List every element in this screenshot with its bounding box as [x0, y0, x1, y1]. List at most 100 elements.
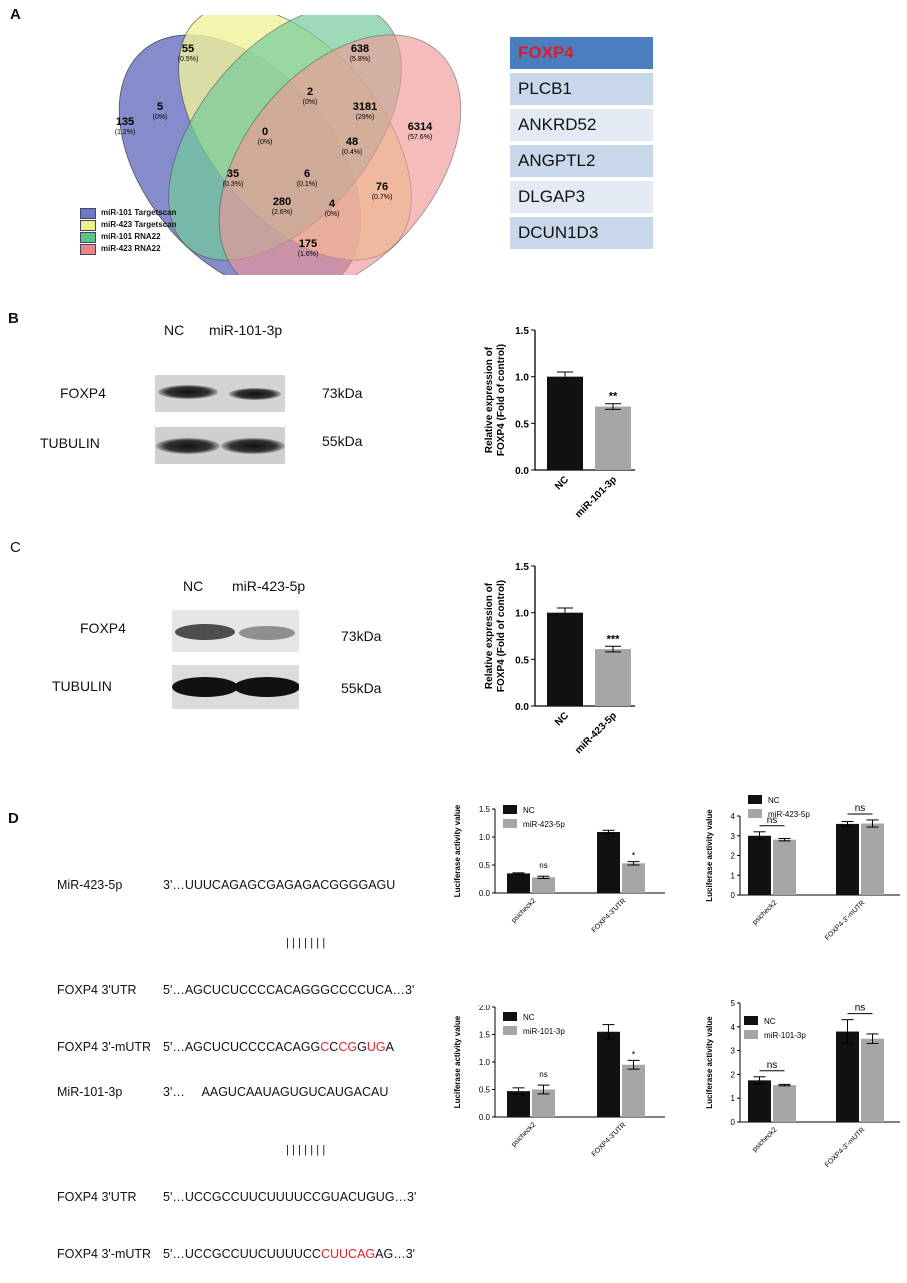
venn-count: 280 — [273, 196, 291, 208]
y-axis-label: Relative expression ofFOXP4 (Fold of con… — [484, 344, 507, 456]
venn-count: 48 — [346, 136, 358, 148]
y-tick-label: 1.5 — [479, 1031, 491, 1040]
venn-percent: (0.5%) — [178, 56, 199, 63]
y-tick-label: 0 — [731, 1118, 736, 1127]
venn-percent: (0%) — [303, 99, 318, 106]
bar — [547, 612, 583, 706]
y-tick-label: 2 — [731, 852, 736, 861]
y-tick-label: 0.5 — [515, 419, 529, 430]
bar — [748, 835, 771, 895]
size-label-55: 55kDa — [341, 680, 382, 696]
bar — [595, 406, 631, 470]
venn-percent: (0%) — [153, 114, 168, 121]
seq-text: 5'…UCCGCCUUCUUUUCC — [163, 1247, 321, 1261]
legend-swatch — [80, 207, 96, 219]
y-tick-label: 1.5 — [479, 805, 491, 814]
seq-pairs: ||||||| — [286, 1144, 329, 1156]
y-tick-label: 0 — [731, 891, 736, 900]
legend-item: miR-101 Targetscan — [80, 207, 176, 219]
bar — [836, 1031, 859, 1122]
y-tick-label: 1.0 — [515, 373, 529, 384]
venn-percent: (0%) — [258, 139, 273, 146]
seq-name: FOXP4 3'UTR — [57, 983, 137, 997]
gene-row: DLGAP3 — [510, 181, 653, 213]
bar-chart-foxp4-mir423: 0.0 0.5 1.0 1.5 Relative expression ofFOXP4 … — [484, 562, 635, 756]
venn-count: 135 — [116, 116, 134, 128]
venn-count: 6314 — [408, 121, 433, 133]
venn-count: 5 — [157, 101, 163, 113]
venn-count: 55 — [182, 43, 194, 55]
bar — [773, 1085, 796, 1122]
gene-row: ANGPTL2 — [510, 145, 653, 177]
venn-count: 0 — [262, 126, 268, 138]
venn-count: 175 — [299, 238, 317, 250]
size-label-73: 73kDa — [322, 385, 363, 401]
bar — [597, 831, 620, 893]
seq-text: G…3' — [383, 1247, 416, 1261]
seq-text: A — [375, 1247, 384, 1261]
seq-text: A — [385, 1040, 394, 1054]
y-tick-label: 0.5 — [515, 655, 529, 666]
mutation: A — [357, 1247, 366, 1261]
y-tick-label: 0.5 — [479, 861, 491, 870]
legend-label: miR-423-5p — [768, 810, 810, 819]
seq-text: 3'…UUUCAGAGCGAGAGACGGGGAGU — [163, 878, 396, 892]
legend-swatch — [80, 243, 96, 255]
y-tick-label: 1.0 — [515, 609, 529, 620]
venn-count: 3181 — [353, 101, 377, 113]
mutation: CG — [338, 1040, 358, 1054]
gene-row: DCUN1D3 — [510, 217, 653, 249]
significance-label: ns — [767, 1060, 778, 1071]
legend-label: miR-101-3p — [523, 1027, 565, 1036]
venn-percent: (57.6%) — [408, 134, 433, 141]
y-tick-label: 0.0 — [515, 702, 529, 713]
y-tick-label: 0.5 — [479, 1086, 491, 1095]
venn-count: 2 — [307, 86, 313, 98]
y-axis-label: Luciferase activity value — [705, 1016, 714, 1109]
y-tick-label: 0.0 — [479, 1113, 491, 1122]
seq-line: FOXP4 3'UTR 5'…AGCUCUCCCCACAGGGCCCCUCA…3' — [57, 981, 414, 1000]
x-tick-label: NC — [553, 474, 571, 492]
venn-count: 6 — [304, 168, 310, 180]
seq-text: 5'…AGCUCUCCCCACAGG — [163, 1040, 321, 1054]
seq-text: 3'… AAGUCAAUAGUGUCAUGACAU — [163, 1085, 389, 1099]
legend-label: NC — [764, 1017, 776, 1026]
venn-percent: (5.8%) — [350, 56, 371, 63]
legend-label: NC — [523, 1013, 535, 1022]
blot-image-b — [155, 375, 285, 464]
panel-label-b: B — [8, 310, 19, 327]
x-tick-label: psicheck2 — [751, 1126, 778, 1153]
venn-set-mir423-rna22 — [218, 34, 462, 275]
y-tick-label: 1 — [731, 871, 736, 880]
x-tick-label: psicheck2 — [510, 897, 537, 924]
legend-label: miR-423 Targetscan — [101, 220, 177, 229]
size-label-73: 73kDa — [341, 628, 382, 644]
x-tick-label: FOXP4-3'-mUTR — [824, 899, 866, 941]
venn-count: 4 — [329, 198, 336, 210]
seq-line: FOXP4 3'UTR 5'…UCCGCCUUCUUUUCCGUACUGUG…3' — [57, 1188, 416, 1207]
seq-name: FOXP4 3'-mUTR — [57, 1247, 152, 1261]
y-axis-label: Luciferase activity value — [453, 1015, 462, 1108]
lane-label-mir: miR-423-5p — [232, 578, 306, 594]
gene-row: PLCB1 — [510, 73, 653, 105]
venn-percent: (0.3%) — [223, 181, 244, 188]
y-axis-label-line: FOXP4 (Fold of control) — [496, 580, 507, 692]
sequence-alignment-mir101: MiR-101-3p 3'… AAGUCAAUAGUGUCAUGACAU ||||… — [57, 1045, 416, 1283]
y-axis-label: Luciferase activity value — [705, 809, 714, 902]
seq-name: FOXP4 3'UTR — [57, 1190, 137, 1204]
y-axis-label-line: FOXP4 (Fold of control) — [496, 344, 507, 456]
legend-item: miR-101 RNA22 — [80, 231, 176, 243]
seq-line: FOXP4 3'-mUTR 5'…UCCGCCUUCUUUUCCCUUCAGAG…… — [57, 1245, 416, 1264]
bar — [507, 873, 530, 893]
legend-label: miR-423-5p — [523, 820, 565, 829]
y-axis-label-line: Relative expression of — [484, 346, 495, 453]
bar — [773, 839, 796, 895]
bar — [836, 823, 859, 895]
x-tick-label: psicheck2 — [510, 1121, 537, 1148]
x-tick-label: miR-101-3p — [573, 474, 619, 520]
y-tick-label: 0.0 — [515, 466, 529, 477]
venn-diagram: 55(0.5%)638(5.8%)5(0%)2(0%) 3181(29%)135(… — [115, 15, 462, 275]
significance-label: ns — [539, 861, 547, 870]
y-tick-label: 1.0 — [479, 1058, 491, 1067]
gene-row-header: FOXP4 — [510, 37, 653, 69]
